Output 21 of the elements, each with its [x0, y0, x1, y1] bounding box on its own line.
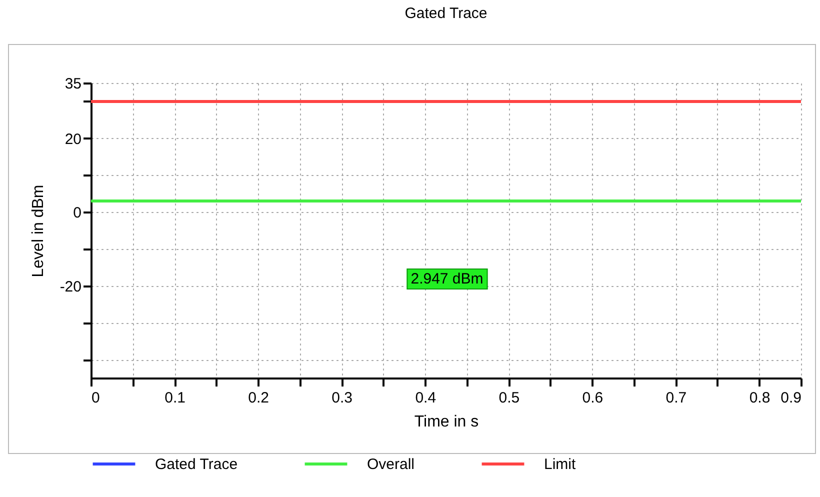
y-tick-label: 0: [73, 204, 82, 222]
x-tick-label: 0.6: [582, 390, 604, 406]
x-tick-label: 0.8: [749, 390, 770, 406]
x-tick-label: 0.1: [164, 390, 186, 406]
annotation: 2.947 dBm: [406, 268, 488, 290]
x-tick-label: 0.4: [415, 390, 436, 406]
y-tick-label: 20: [64, 130, 82, 148]
x-tick-label: 0.2: [248, 390, 269, 406]
legend-label: Overall: [367, 456, 415, 473]
x-tick-label: 0.7: [666, 390, 687, 406]
x-tick-label: 0.3: [332, 390, 353, 406]
y-axis-title: Level in dBm: [30, 184, 47, 278]
legend-label: Gated Trace: [155, 456, 238, 473]
x-axis-title: Time in s: [414, 414, 479, 430]
x-tick-label: 0: [92, 390, 100, 406]
x-tick-label: 0.5: [498, 390, 520, 406]
legend-label: Limit: [544, 456, 576, 473]
chart-title: Gated Trace: [404, 5, 488, 22]
y-tick-label: -20: [60, 278, 82, 296]
y-tick-label: 35: [64, 76, 82, 92]
x-tick-label: 0.9: [780, 390, 802, 406]
